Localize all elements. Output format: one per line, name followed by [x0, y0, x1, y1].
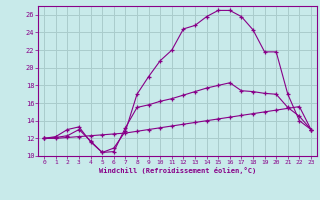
X-axis label: Windchill (Refroidissement éolien,°C): Windchill (Refroidissement éolien,°C) — [99, 167, 256, 174]
